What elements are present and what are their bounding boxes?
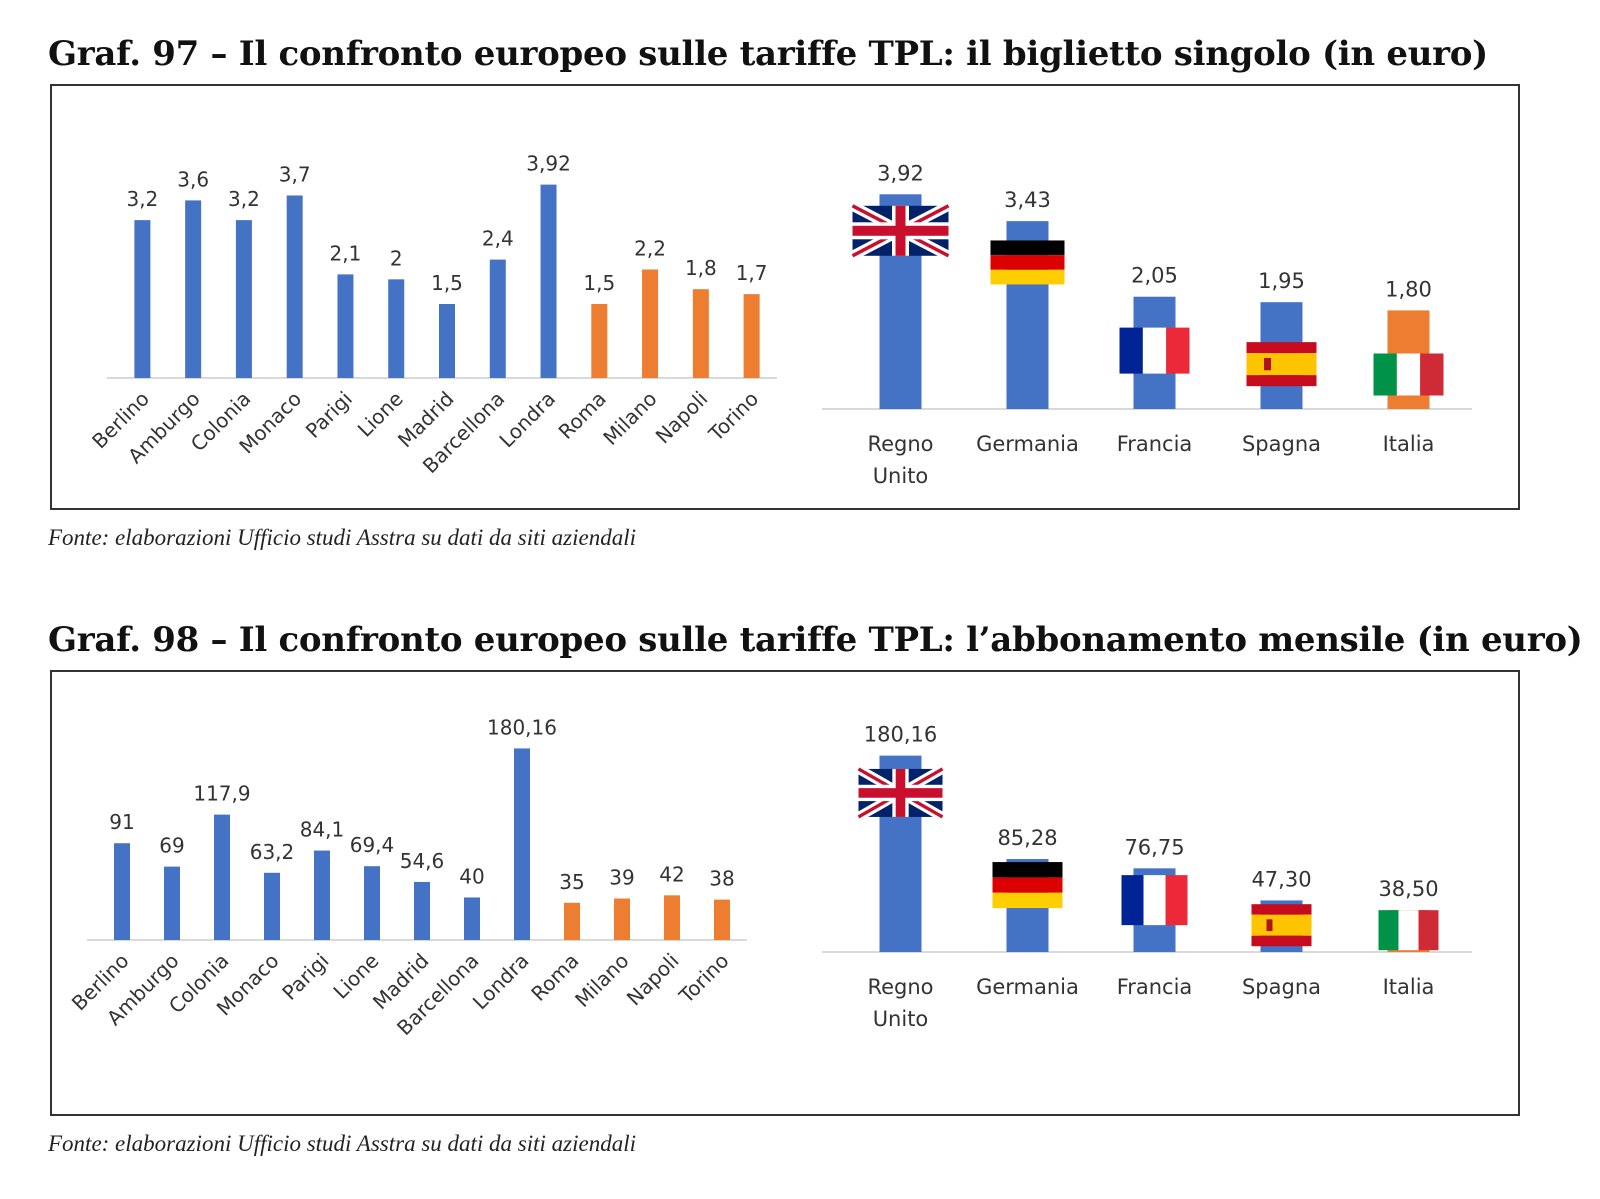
data-label-germania: 3,43: [1004, 188, 1051, 212]
data-label-barcellona: 40: [459, 864, 484, 888]
data-label-colonia: 117,9: [193, 782, 250, 806]
data-label-londra: 3,92: [526, 152, 571, 176]
bar-colonia: [214, 814, 230, 940]
chart-frame-97: 3,2 Berlino 3,6 Amburgo 3,2 Colonia 3,7 Monaco 2…: [50, 84, 1520, 510]
bar-barcellona: [464, 897, 480, 940]
country-monthly-pass-chart: 180,16 Regno Unito 85,28 Germania 76,75 Franci…: [822, 723, 1472, 1031]
tick-label-regno-unito-1: Unito: [873, 1007, 929, 1031]
bar-parigi: [314, 850, 330, 940]
tick-label-francia: Francia: [1117, 975, 1193, 999]
country-single-ticket-chart: 3,92 Regno Unito 3,43 Germania 2,05 Francia 1,9…: [822, 161, 1472, 488]
data-label-milano: 2,2: [634, 236, 666, 260]
data-label-napoli: 1,8: [685, 256, 717, 280]
data-label-berlino: 3,2: [126, 187, 158, 211]
chart-frame-98: 91 Berlino 69 Amburgo 117,9 Colonia 63,2 Monaco…: [50, 670, 1520, 1116]
bar-monaco: [264, 872, 280, 940]
bar-napoli: [692, 289, 709, 378]
source-note-97: Fonte: elaborazioni Ufficio studi Asstra…: [48, 525, 637, 550]
bar-napoli: [664, 895, 680, 940]
data-label-torino: 38: [709, 867, 734, 891]
data-label-italia: 38,50: [1378, 877, 1438, 901]
data-label-germania: 85,28: [997, 826, 1057, 850]
uk-flag-icon: [856, 764, 945, 822]
data-label-madrid: 54,6: [400, 849, 445, 873]
bar-lione: [388, 279, 405, 378]
data-label-regno-unito: 180,16: [864, 723, 937, 747]
bar-amburgo: [185, 200, 202, 378]
data-label-berlino: 91: [109, 810, 134, 834]
data-label-francia: 76,75: [1124, 835, 1184, 859]
bar-torino: [743, 294, 760, 378]
bar-londra: [514, 748, 530, 940]
data-label-amburgo: 69: [159, 834, 184, 858]
data-label-regno-unito: 3,92: [877, 161, 924, 185]
bar-milano: [642, 269, 659, 378]
data-label-madrid: 1,5: [431, 271, 463, 295]
bar-londra: [540, 184, 557, 378]
tick-label-italia: Italia: [1383, 432, 1435, 456]
bar-parigi: [337, 274, 354, 378]
city-monthly-pass-chart: 91Berlino69Amburgo117,9Colonia63,2Monaco…: [67, 715, 747, 1040]
bar-berlino: [114, 843, 130, 940]
data-label-spagna: 47,30: [1251, 867, 1311, 891]
bar-lione: [364, 866, 380, 940]
figure-title-98: Graf. 98 – Il confronto europeo sulle ta…: [48, 620, 1583, 660]
tick-label-francia: Francia: [1117, 432, 1193, 456]
tick-label-spagna: Spagna: [1242, 975, 1321, 999]
bar-berlino: [134, 220, 151, 378]
uk-flag-icon: [850, 201, 951, 261]
data-label-londra: 180,16: [487, 715, 557, 739]
data-label-francia: 2,05: [1131, 264, 1178, 288]
data-label-milano: 39: [609, 866, 634, 890]
data-label-spagna: 1,95: [1258, 269, 1305, 293]
spain-flag-icon: [1246, 342, 1317, 387]
tick-label-spagna: Spagna: [1242, 432, 1321, 456]
bar-roma: [591, 304, 608, 378]
tick-label-italia: Italia: [1383, 975, 1435, 999]
data-label-colonia: 3,2: [228, 187, 260, 211]
data-label-lione: 69,4: [350, 833, 395, 857]
italy-flag-icon: [1373, 353, 1444, 396]
data-label-lione: 2: [390, 246, 403, 270]
france-flag-icon: [1121, 875, 1188, 926]
data-label-parigi: 84,1: [300, 818, 345, 842]
germany-flag-icon: [990, 240, 1065, 285]
data-label-napoli: 42: [659, 862, 684, 886]
france-flag-icon: [1119, 327, 1190, 374]
bar-monaco: [286, 195, 303, 378]
spain-flag-icon: [1251, 904, 1312, 947]
tick-label-germania: Germania: [976, 975, 1079, 999]
tick-label-germania: Germania: [976, 432, 1079, 456]
data-label-torino: 1,7: [736, 261, 768, 285]
italy-flag-icon: [1378, 910, 1439, 951]
bar-amburgo: [164, 866, 180, 940]
bar-torino: [714, 899, 730, 940]
data-label-parigi: 2,1: [330, 241, 362, 265]
data-label-monaco: 63,2: [250, 840, 295, 864]
figure-title-97: Graf. 97 – Il confronto europeo sulle ta…: [48, 34, 1488, 74]
bar-milano: [614, 898, 630, 940]
data-label-monaco: 3,7: [279, 162, 311, 186]
data-label-barcellona: 2,4: [482, 227, 514, 251]
bar-roma: [564, 902, 580, 940]
bar-colonia: [235, 220, 252, 378]
bar-barcellona: [489, 259, 506, 378]
data-label-roma: 1,5: [583, 271, 615, 295]
tick-label-regno-unito: Regno: [867, 432, 933, 456]
tick-label-regno-unito: Regno: [867, 975, 933, 999]
bar-madrid: [414, 881, 430, 940]
data-label-italia: 1,80: [1385, 277, 1432, 301]
germany-flag-icon: [992, 862, 1063, 909]
bar-madrid: [439, 304, 455, 378]
source-note-98: Fonte: elaborazioni Ufficio studi Asstra…: [48, 1131, 637, 1156]
data-label-roma: 35: [559, 870, 584, 894]
data-label-amburgo: 3,6: [177, 167, 209, 191]
city-single-ticket-chart: 3,2Berlino3,6Amburgo3,2Colonia3,7Monaco2…: [87, 152, 777, 478]
tick-label-regno-unito-1: Unito: [873, 464, 929, 488]
